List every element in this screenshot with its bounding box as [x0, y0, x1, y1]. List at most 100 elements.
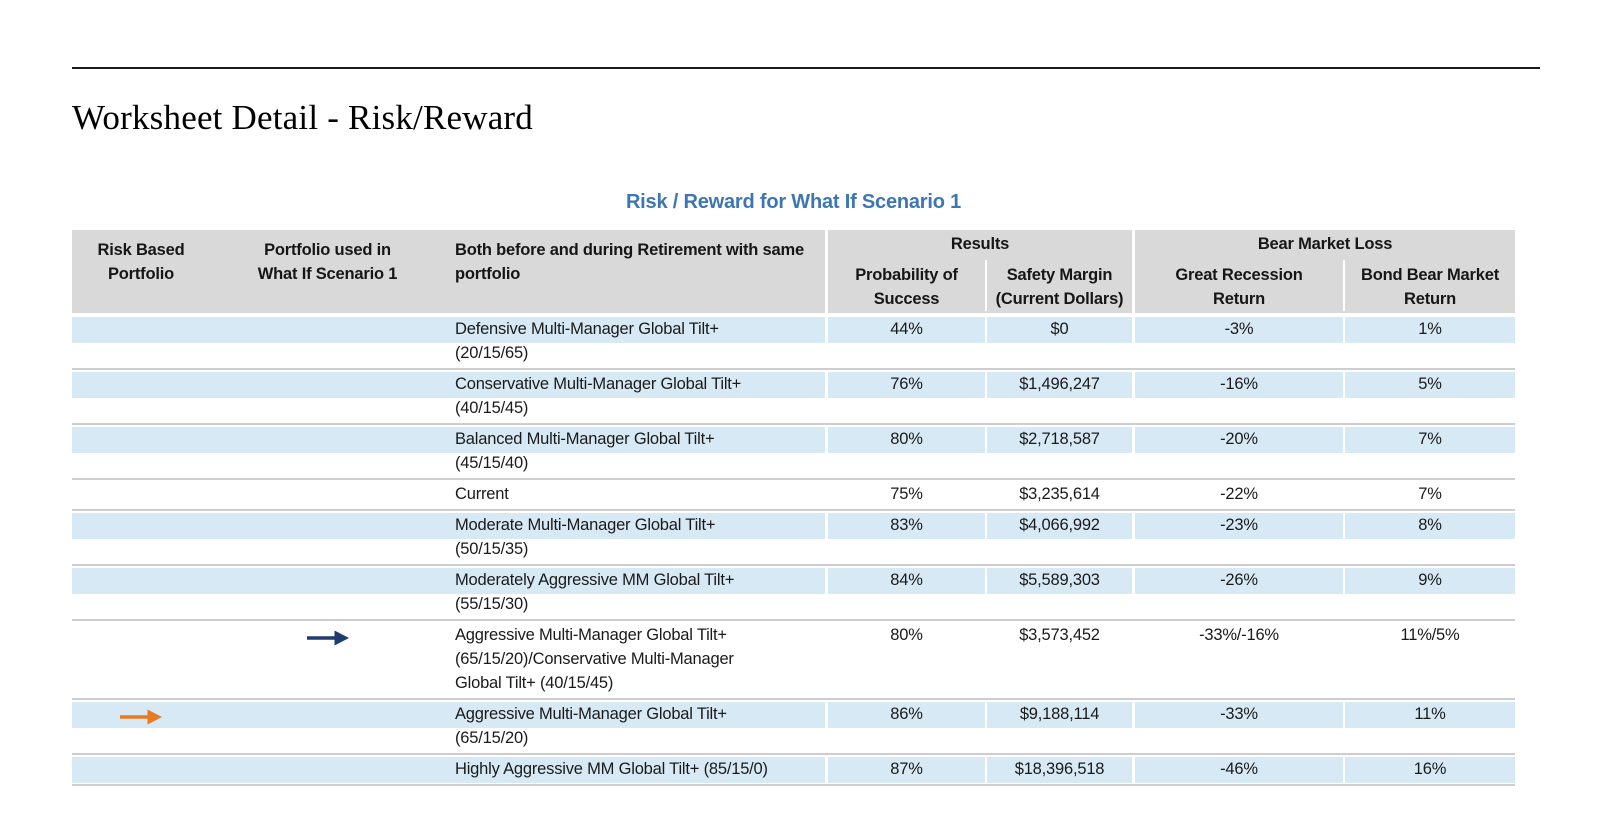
- portfolio-name-line: Highly Aggressive MM Global Tilt+ (85/15…: [455, 760, 768, 778]
- cell-portfolio-name: Conservative Multi-Manager Global Tilt+ (…: [445, 370, 825, 423]
- portfolio-name-line: Aggressive Multi-Manager Global Tilt+: [455, 626, 727, 644]
- table-row-8: Aggressive Multi-Manager Global Tilt+ (65…: [72, 700, 1515, 755]
- cell-safety-margin: $9,188,114: [985, 700, 1132, 753]
- what-if-arrow-icon: [306, 630, 349, 646]
- header-probability-of-success: Probability of Success: [855, 266, 958, 308]
- cell-what-if-portfolio: [210, 566, 445, 619]
- cell-risk-based-portfolio: [72, 621, 210, 698]
- cell-risk-based-portfolio: [72, 511, 210, 564]
- table-header: Risk Based Portfolio Portfolio used in W…: [72, 230, 1515, 315]
- header-safety-margin: Safety Margin (Current Dollars): [985, 260, 1132, 311]
- cell-great-recession-return: -22%: [1132, 480, 1343, 509]
- cell-portfolio-name: Balanced Multi-Manager Global Tilt+ (45/1…: [445, 425, 825, 478]
- cell-bond-bear-market-return: 16%: [1343, 755, 1515, 784]
- cell-bond-bear-market-return: 1%: [1343, 315, 1515, 368]
- cell-probability-of-success: 83%: [825, 511, 985, 564]
- risk-reward-table: Risk Based Portfolio Portfolio used in W…: [72, 230, 1515, 786]
- cell-portfolio-name: Highly Aggressive MM Global Tilt+ (85/15…: [445, 755, 825, 784]
- cell-portfolio-name: Aggressive Multi-Manager Global Tilt+ (65…: [445, 621, 825, 698]
- header-group-results: Results Probability of Success Safety Ma…: [825, 230, 1132, 313]
- table-row-6: Moderately Aggressive MM Global Tilt+ (55…: [72, 566, 1515, 621]
- portfolio-name-line: (50/15/35): [455, 540, 529, 558]
- cell-risk-based-portfolio: [72, 315, 210, 368]
- cell-risk-based-portfolio: [72, 566, 210, 619]
- page-title: Worksheet Detail - Risk/Reward: [72, 98, 533, 137]
- cell-great-recession-return: -33%: [1132, 700, 1343, 753]
- cell-risk-based-portfolio: [72, 480, 210, 509]
- cell-what-if-portfolio: [210, 425, 445, 478]
- portfolio-name-line: Defensive Multi-Manager Global Tilt+: [455, 320, 719, 338]
- header-bear-market-loss-label: Bear Market Loss: [1257, 235, 1393, 253]
- cell-great-recession-return: -23%: [1132, 511, 1343, 564]
- portfolio-name-line: (20/15/65): [455, 344, 529, 362]
- table-row-2: Conservative Multi-Manager Global Tilt+ (…: [72, 370, 1515, 425]
- cell-what-if-portfolio: [210, 370, 445, 423]
- table-body: Defensive Multi-Manager Global Tilt+ (20/…: [72, 315, 1515, 786]
- portfolio-name-line: (45/15/40): [455, 454, 529, 472]
- cell-bond-bear-market-return: 8%: [1343, 511, 1515, 564]
- cell-bond-bear-market-return: 11%: [1343, 700, 1515, 753]
- cell-probability-of-success: 75%: [825, 480, 985, 509]
- cell-safety-margin: $3,235,614: [985, 480, 1132, 509]
- cell-what-if-portfolio: [210, 480, 445, 509]
- cell-what-if-portfolio: [210, 700, 445, 753]
- risk-based-arrow-icon: [120, 709, 162, 725]
- cell-bond-bear-market-return: 9%: [1343, 566, 1515, 619]
- cell-safety-margin: $2,718,587: [985, 425, 1132, 478]
- cell-risk-based-portfolio: [72, 755, 210, 784]
- portfolio-name-line: Global Tilt+ (40/15/45): [455, 674, 614, 692]
- portfolio-name-line: Moderate Multi-Manager Global Tilt+: [455, 516, 716, 534]
- cell-bond-bear-market-return: 7%: [1343, 480, 1515, 509]
- cell-probability-of-success: 80%: [825, 621, 985, 698]
- cell-probability-of-success: 76%: [825, 370, 985, 423]
- table-row-3: Balanced Multi-Manager Global Tilt+ (45/1…: [72, 425, 1515, 480]
- cell-risk-based-portfolio: [72, 425, 210, 478]
- cell-portfolio-name: Current: [445, 480, 825, 509]
- portfolio-name-line: (65/15/20)/Conservative Multi-Manager: [455, 650, 734, 668]
- cell-probability-of-success: 44%: [825, 315, 985, 368]
- cell-probability-of-success: 87%: [825, 755, 985, 784]
- cell-probability-of-success: 86%: [825, 700, 985, 753]
- header-both-before-and-during-retirement: Both before and during Retirement with s…: [455, 241, 804, 283]
- cell-probability-of-success: 80%: [825, 425, 985, 478]
- cell-portfolio-name: Moderately Aggressive MM Global Tilt+ (55…: [445, 566, 825, 619]
- portfolio-name-line: (55/15/30): [455, 595, 529, 613]
- cell-great-recession-return: -46%: [1132, 755, 1343, 784]
- cell-safety-margin: $3,573,452: [985, 621, 1132, 698]
- portfolio-name-line: Current: [455, 485, 509, 503]
- cell-bond-bear-market-return: 11%/5%: [1343, 621, 1515, 698]
- header-great-recession-return: Great Recession Return: [1175, 266, 1303, 308]
- cell-safety-margin: $5,589,303: [985, 566, 1132, 619]
- header-bond-bear-market-return: Bond Bear Market Return: [1343, 260, 1515, 311]
- cell-safety-margin: $4,066,992: [985, 511, 1132, 564]
- portfolio-name-line: Aggressive Multi-Manager Global Tilt+: [455, 705, 727, 723]
- table-row-9: Highly Aggressive MM Global Tilt+ (85/15…: [72, 755, 1515, 786]
- table-row-4: Current 75% $3,235,614 -22% 7%: [72, 480, 1515, 511]
- cell-great-recession-return: -16%: [1132, 370, 1343, 423]
- cell-what-if-portfolio: [210, 511, 445, 564]
- table-row-7: Aggressive Multi-Manager Global Tilt+ (65…: [72, 621, 1515, 700]
- cell-great-recession-return: -26%: [1132, 566, 1343, 619]
- cell-portfolio-name: Defensive Multi-Manager Global Tilt+ (20/…: [445, 315, 825, 368]
- header-risk-based-portfolio: Risk Based Portfolio: [97, 241, 185, 283]
- portfolio-name-line: (65/15/20): [455, 729, 529, 747]
- cell-portfolio-name: Moderate Multi-Manager Global Tilt+ (50/1…: [445, 511, 825, 564]
- table-row-5: Moderate Multi-Manager Global Tilt+ (50/1…: [72, 511, 1515, 566]
- cell-probability-of-success: 84%: [825, 566, 985, 619]
- cell-bond-bear-market-return: 5%: [1343, 370, 1515, 423]
- header-portfolio-used-in-what-if: Portfolio used in What If Scenario 1: [257, 241, 398, 283]
- cell-safety-margin: $1,496,247: [985, 370, 1132, 423]
- header-results-label: Results: [950, 235, 1010, 253]
- page-top-rule: [72, 67, 1540, 69]
- portfolio-name-line: Balanced Multi-Manager Global Tilt+: [455, 430, 715, 448]
- table-title: Risk / Reward for What If Scenario 1: [625, 191, 962, 213]
- cell-great-recession-return: -33%/-16%: [1132, 621, 1343, 698]
- cell-risk-based-portfolio: [72, 370, 210, 423]
- cell-safety-margin: $18,396,518: [985, 755, 1132, 784]
- table-row-1: Defensive Multi-Manager Global Tilt+ (20/…: [72, 315, 1515, 370]
- cell-portfolio-name: Aggressive Multi-Manager Global Tilt+ (65…: [445, 700, 825, 753]
- header-group-bear-market-loss: Bear Market Loss Great Recession Return …: [1132, 230, 1515, 313]
- portfolio-name-line: (40/15/45): [455, 399, 529, 417]
- cell-great-recession-return: -3%: [1132, 315, 1343, 368]
- cell-risk-based-portfolio: [72, 700, 210, 753]
